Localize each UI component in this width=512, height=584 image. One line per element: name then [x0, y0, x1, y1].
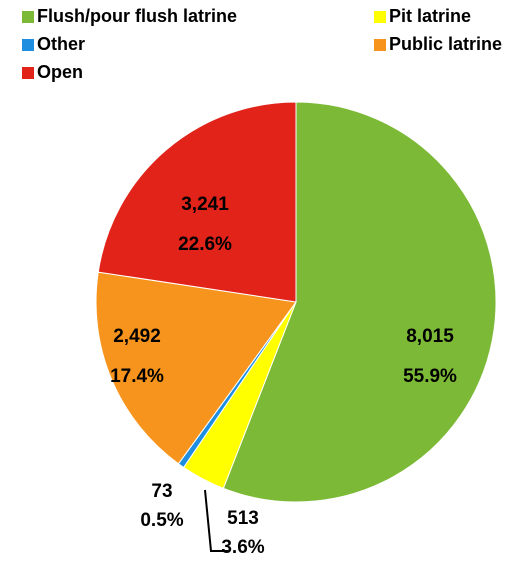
legend-label: Open — [37, 62, 83, 82]
legend-label: Flush/pour flush latrine — [37, 6, 237, 26]
percentage-label: 17.4% — [110, 366, 164, 387]
percentage-label: 55.9% — [403, 366, 457, 387]
legend-label: Public latrine — [389, 34, 502, 54]
legend-swatch — [22, 67, 34, 79]
legend-swatch — [22, 11, 34, 23]
value-label: 73 — [151, 481, 172, 502]
legend-label: Pit latrine — [389, 6, 471, 26]
percentage-label: 0.5% — [140, 510, 183, 531]
percentage-label: 22.6% — [178, 234, 232, 255]
value-label: 3,241 — [181, 194, 229, 215]
slice — [95, 271, 297, 465]
legend-swatch — [22, 39, 34, 51]
pie — [95, 101, 497, 503]
legend-swatch — [374, 39, 386, 51]
data-labels: 8,015 55.9% 513 3.6% 73 0.5% 2,492 17.4% 3,241 22… — [110, 194, 457, 558]
legend: Flush/pour flush latrine Pit latrine Other… — [22, 6, 502, 82]
leader-line — [204, 489, 228, 552]
value-label: 513 — [227, 508, 259, 529]
slice — [222, 101, 497, 503]
value-label: 8,015 — [406, 326, 454, 347]
legend-swatch — [374, 11, 386, 23]
legend-label: Other — [37, 34, 85, 54]
slice — [97, 101, 297, 303]
percentage-label: 3.6% — [221, 537, 264, 558]
value-label: 2,492 — [113, 326, 161, 347]
